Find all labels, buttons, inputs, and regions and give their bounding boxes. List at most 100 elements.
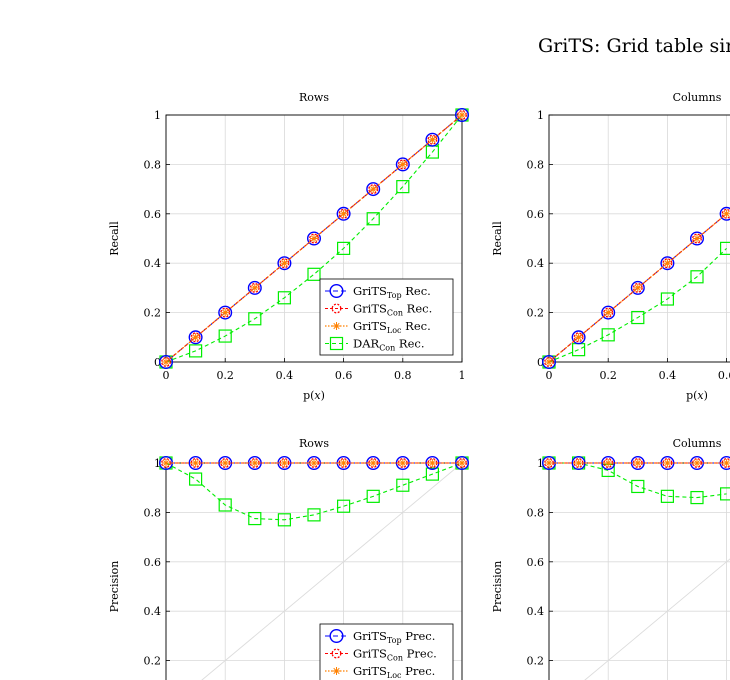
data-point-top	[307, 231, 322, 246]
legend-label-suffix: Rec.	[402, 319, 431, 333]
reference-diagonal	[584, 558, 730, 680]
legend-label-subscript: Con	[387, 309, 403, 318]
data-point-top	[395, 157, 410, 172]
data-point-dar	[601, 328, 615, 342]
data-point-dar	[248, 511, 262, 526]
legend-label-suffix: Prec.	[402, 664, 436, 678]
legend-label-name: GriTS	[353, 284, 387, 298]
data-point-con	[544, 357, 554, 367]
data-point-loc	[693, 234, 701, 243]
data-point-dar	[425, 467, 439, 481]
legend-label: GriTSLoc Rec.	[353, 319, 431, 335]
legend-label-name: DAR	[353, 337, 380, 351]
data-point-con	[368, 184, 379, 195]
data-point-loc	[428, 459, 437, 467]
data-point-loc	[545, 358, 553, 366]
data-point-loc	[250, 283, 259, 292]
legend-label: GriTSTop Rec.	[353, 284, 431, 300]
legend-label-name: GriTS	[353, 647, 387, 661]
data-point-loc	[191, 333, 200, 342]
data-point-loc	[574, 459, 583, 467]
data-point-dar	[366, 212, 380, 226]
x-tick-label: 0.2	[599, 369, 617, 382]
legend-label-suffix: Rec.	[395, 337, 424, 351]
data-point-top	[690, 231, 705, 246]
legend-entry: GriTSCon Rec.	[325, 302, 432, 318]
data-point-loc	[310, 459, 318, 467]
chart-panel-1: Rows 0 0.2 0.4 0.6 0.8 1 0 0.2 0.4 0.6 0.8 1 Recall p(…	[108, 91, 470, 402]
data-point-dar	[571, 343, 586, 357]
legend-label-subscript: Con	[387, 654, 403, 663]
data-point-dar	[690, 270, 704, 284]
data-point-top	[336, 206, 351, 221]
plot-frame	[548, 114, 730, 363]
series-loc	[162, 111, 466, 366]
legend-label-subscript: Loc	[387, 671, 402, 680]
reference-diagonal	[201, 462, 463, 680]
x-tick-label: 0.6	[718, 369, 730, 382]
data-point-con	[279, 258, 290, 269]
data-point-loc	[369, 185, 378, 194]
data-point-top	[601, 305, 616, 320]
data-point-loc	[250, 459, 259, 467]
series-dar	[542, 241, 730, 369]
legend-label-subscript: Con	[379, 344, 395, 353]
data-point-dar	[690, 490, 704, 505]
data-point-top	[542, 355, 557, 370]
legend-label-name: GriTS	[353, 664, 387, 678]
data-point-loc	[604, 459, 613, 467]
data-point-top	[277, 256, 292, 271]
y-tick-label: 0.8	[144, 506, 162, 519]
data-point-top	[660, 256, 675, 271]
panel-title: Columns	[673, 91, 722, 104]
legend-label-suffix: Rec.	[402, 284, 431, 298]
y-tick-label: 0.8	[144, 158, 162, 171]
x-tick-label: 0	[163, 369, 170, 382]
series-dar	[159, 456, 469, 527]
data-point-loc	[458, 111, 466, 119]
x-tick-label: 0.6	[335, 369, 353, 382]
plot-frame	[165, 114, 463, 363]
data-point-loc	[458, 459, 466, 467]
y-tick-label: 0.4	[144, 605, 162, 618]
x-axis-label: p(x)	[686, 389, 708, 402]
data-point-dar	[396, 478, 410, 492]
x-axis-label-var: x	[697, 389, 704, 402]
y-tick-label: 1	[537, 457, 544, 470]
legend-label-name: GriTS	[353, 629, 387, 643]
y-tick-label: 0.4	[527, 257, 545, 270]
data-point-loc	[162, 358, 170, 366]
y-tick-label: 1	[154, 457, 161, 470]
data-point-dar	[189, 472, 203, 486]
y-tick-label: 0	[537, 356, 544, 369]
data-point-loc	[310, 234, 318, 243]
legend-entry: GriTSTop Rec.	[325, 284, 431, 300]
series-loc	[545, 459, 730, 467]
data-point-con	[190, 332, 201, 343]
panel-title: Rows	[299, 91, 329, 104]
data-point-top	[455, 456, 470, 471]
x-tick-label: 0.4	[659, 369, 677, 382]
data-point-con	[573, 332, 584, 343]
y-tick-label: 0.2	[527, 307, 545, 320]
data-point-dar	[631, 310, 645, 325]
data-point-con	[249, 282, 260, 293]
series-loc	[162, 459, 466, 467]
y-tick-label: 0.8	[527, 506, 545, 519]
data-point-dar	[719, 241, 730, 255]
data-point-top	[455, 107, 470, 122]
legend-label: DARCon Rec.	[353, 337, 425, 353]
data-point-dar	[337, 241, 351, 255]
x-axis-label-var: x	[314, 389, 321, 402]
data-point-dar	[218, 329, 232, 343]
data-point-loc	[633, 283, 642, 292]
x-tick-label: 0.2	[216, 369, 234, 382]
data-point-con	[279, 458, 290, 468]
data-point-con	[368, 458, 379, 468]
data-point-loc	[722, 459, 730, 467]
data-point-loc	[280, 459, 289, 467]
legend-label: GriTSLoc Prec.	[353, 664, 435, 680]
legend: GriTSTop Rec.GriTSCon Rec.GriTSLoc Rec.D…	[319, 278, 454, 356]
